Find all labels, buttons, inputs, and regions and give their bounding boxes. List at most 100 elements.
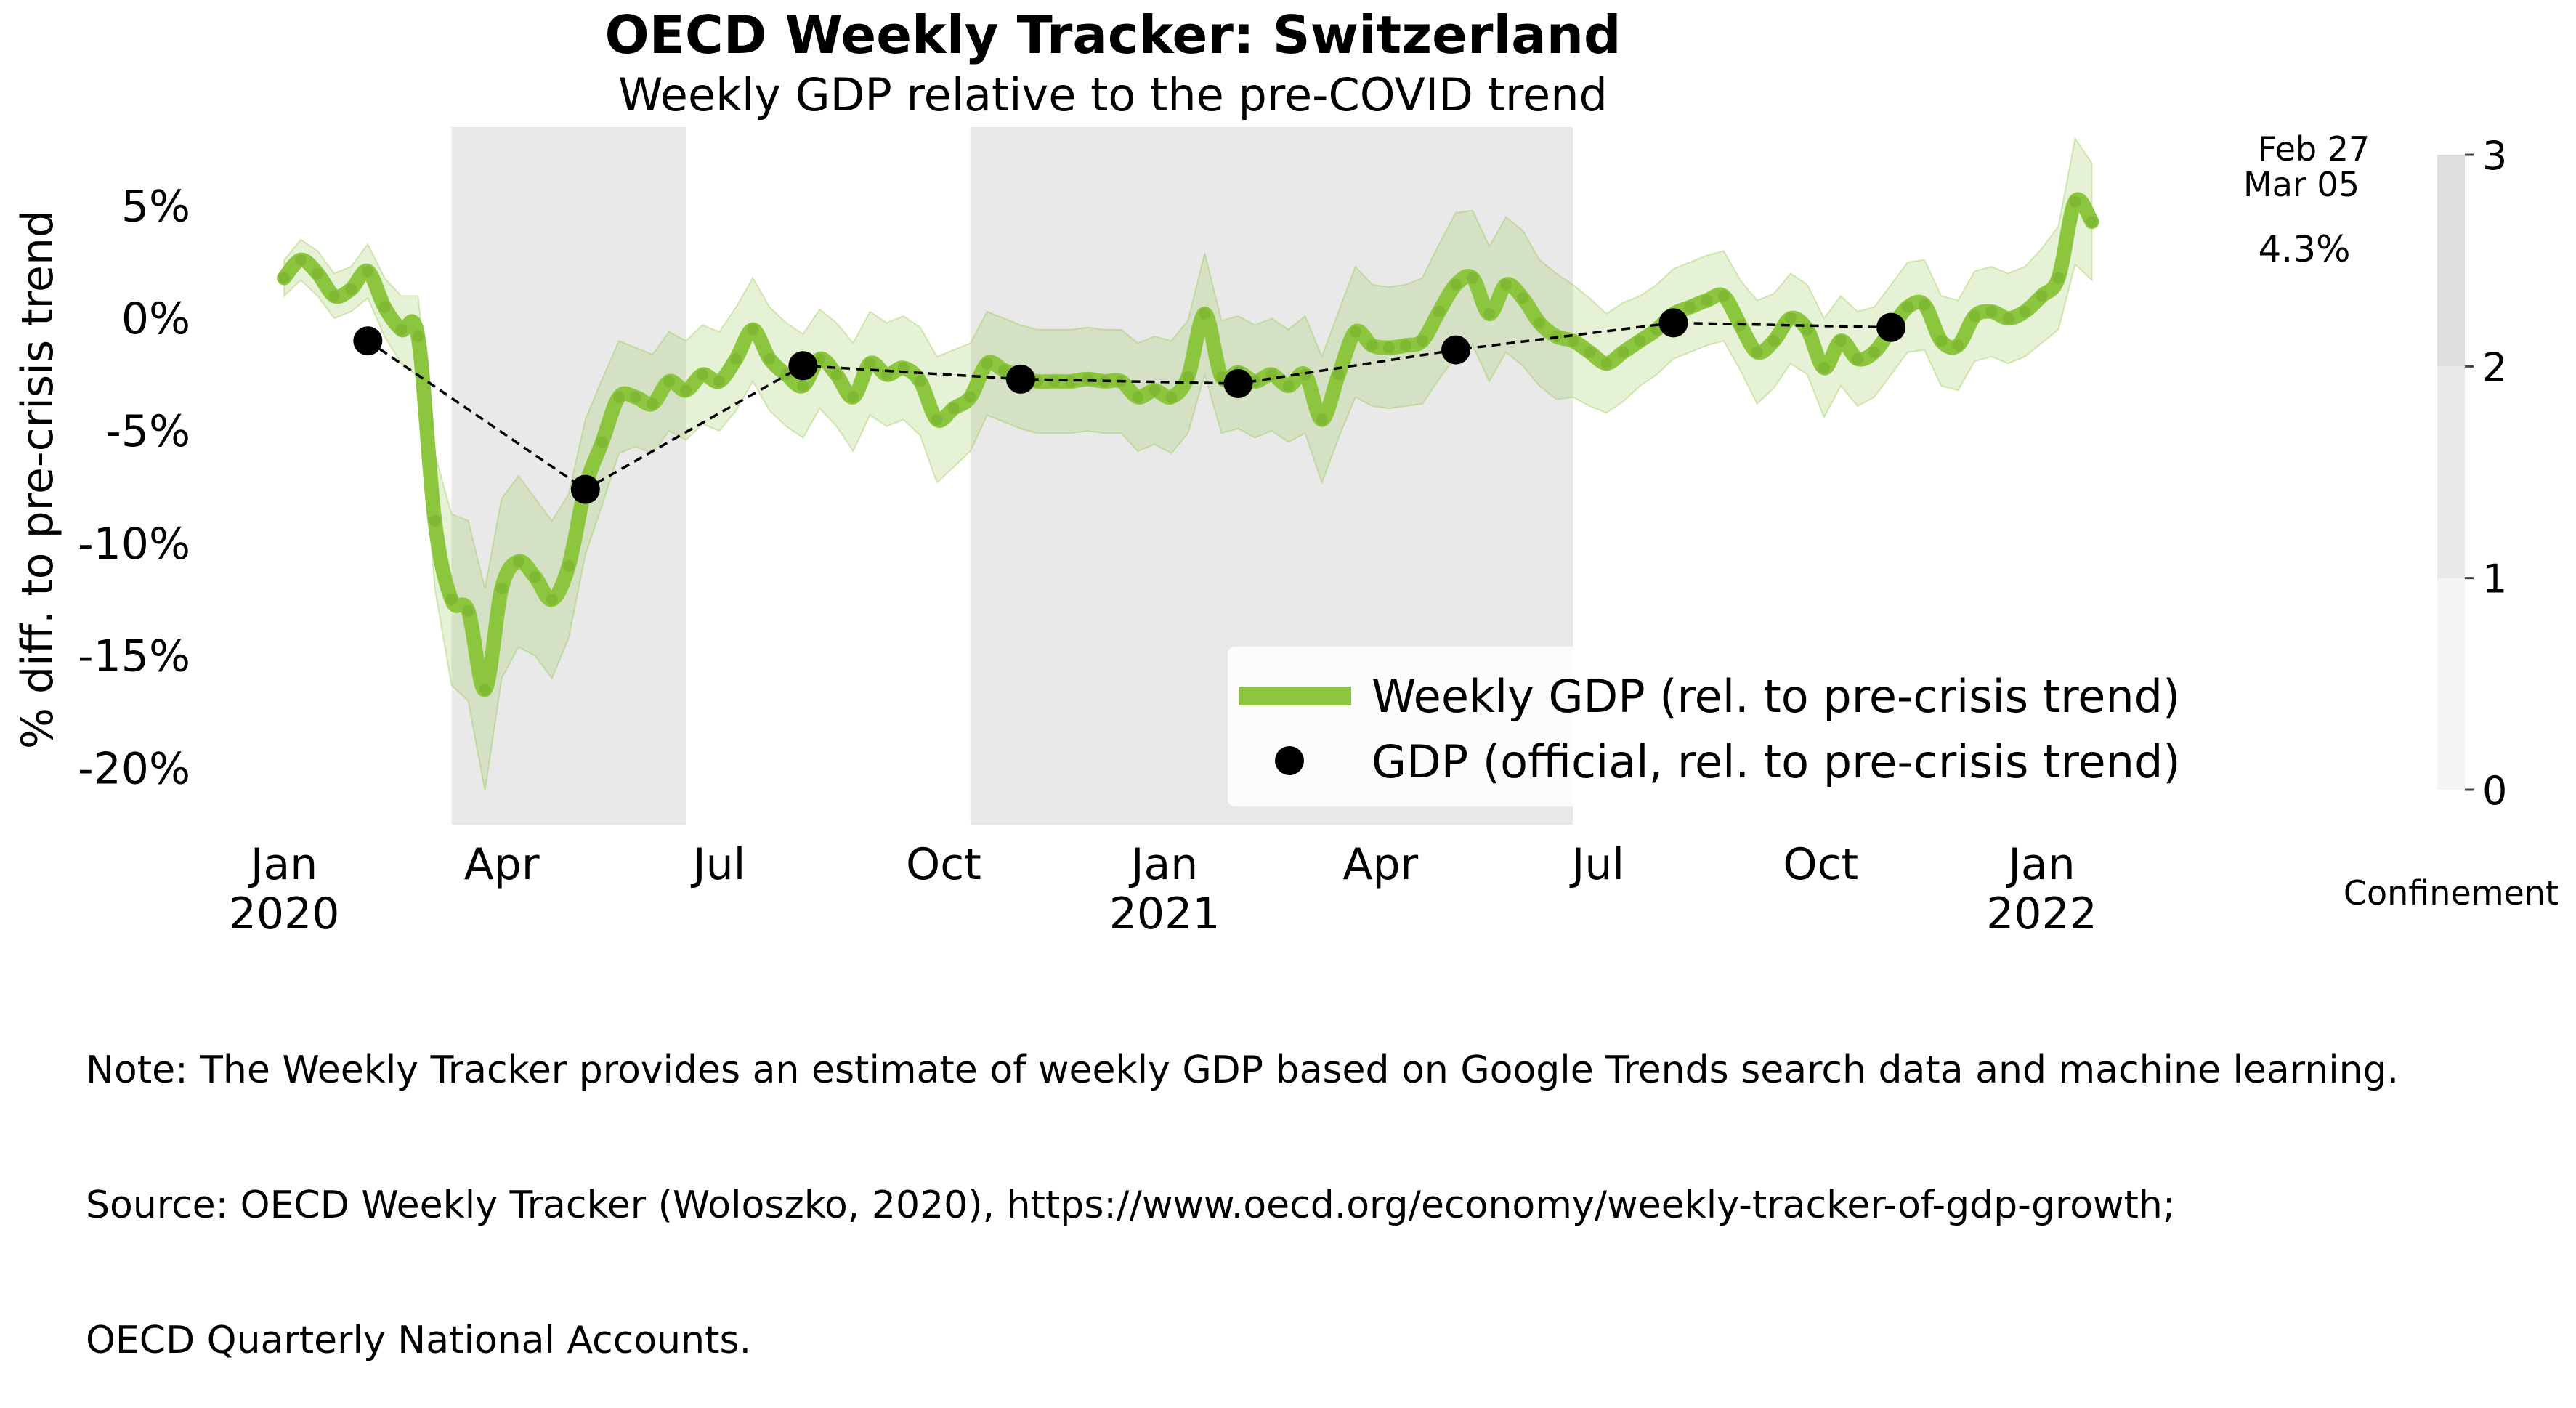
weekly-point-8 xyxy=(412,331,424,342)
weekly-point-14 xyxy=(512,555,524,567)
weekly-point-68 xyxy=(1416,335,1428,347)
weekly-point-52 xyxy=(1149,384,1161,397)
legend: Weekly GDP (rel. to pre-crisis trend) GD… xyxy=(1228,647,2208,806)
x-tick-label-6: Jul xyxy=(1569,839,1624,890)
note-line-3: OECD Quarterly National Accounts. xyxy=(86,1319,752,1362)
official-point-4 xyxy=(1223,369,1253,399)
x-tick-label-3: Oct xyxy=(906,839,981,890)
x-tick-label-0: Jan xyxy=(248,839,318,890)
y-tick-label-2: -5% xyxy=(105,406,190,457)
weekly-point-77 xyxy=(1567,335,1579,347)
shaded-period-0 xyxy=(451,127,686,825)
x-tick-label-8: Jan xyxy=(2005,839,2075,890)
weekly-point-24 xyxy=(680,384,692,397)
y-tick-label-3: -10% xyxy=(78,519,190,570)
confinement-scale-label-3: 3 xyxy=(2482,133,2507,179)
weekly-point-95 xyxy=(1868,346,1880,358)
x-tick-year-8: 2022 xyxy=(1986,889,2097,939)
weekly-point-39 xyxy=(931,413,943,426)
official-point-5 xyxy=(1441,335,1470,365)
weekly-point-97 xyxy=(1902,301,1914,313)
weekly-point-53 xyxy=(1165,391,1178,403)
confinement-scale-label-2: 2 xyxy=(2482,344,2507,390)
weekly-point-75 xyxy=(1534,317,1546,329)
weekly-tracker-chart: OECD Weekly Tracker: Switzerland Weekly … xyxy=(12,4,2559,939)
weekly-point-25 xyxy=(697,368,709,381)
y-tick-label-0: 5% xyxy=(121,181,190,232)
official-point-7 xyxy=(1876,312,1906,342)
weekly-point-1 xyxy=(295,254,307,266)
weekly-point-46 xyxy=(1048,375,1060,387)
weekly-point-38 xyxy=(914,375,926,387)
weekly-point-108 xyxy=(2086,216,2098,228)
y-tick-label-5: -20% xyxy=(78,744,190,795)
y-tick-label-4: -15% xyxy=(78,631,190,682)
weekly-point-31 xyxy=(797,380,809,392)
weekly-point-85 xyxy=(1701,294,1713,307)
y-axis-label: % diff. to pre-crisis trend xyxy=(12,210,63,749)
weekly-point-70 xyxy=(1450,278,1462,291)
weekly-point-98 xyxy=(1919,299,1931,311)
weekly-point-33 xyxy=(830,368,843,381)
weekly-point-40 xyxy=(947,402,960,415)
weekly-point-71 xyxy=(1467,272,1478,284)
weekly-point-2 xyxy=(312,267,324,280)
last-date-label-1: Feb 27 xyxy=(2258,129,2370,169)
weekly-point-22 xyxy=(647,397,658,410)
weekly-point-15 xyxy=(529,571,541,583)
weekly-point-78 xyxy=(1584,346,1596,358)
weekly-point-0 xyxy=(278,272,291,284)
weekly-gdp-series xyxy=(277,192,2099,697)
official-point-0 xyxy=(353,326,383,356)
weekly-point-104 xyxy=(2019,305,2031,317)
weekly-point-17 xyxy=(562,559,575,572)
legend-official-swatch xyxy=(1275,746,1304,775)
confinement-scale-band-2 xyxy=(2437,155,2465,367)
weekly-point-54 xyxy=(1182,371,1194,383)
note-line-1: Note: The Weekly Tracker provides an est… xyxy=(86,1048,2399,1092)
weekly-point-88 xyxy=(1751,346,1763,358)
weekly-point-106 xyxy=(2052,272,2065,284)
weekly-point-72 xyxy=(1483,308,1496,320)
weekly-point-23 xyxy=(663,375,675,387)
confinement-scale-band-1 xyxy=(2437,366,2465,578)
weekly-point-80 xyxy=(1617,346,1629,358)
weekly-point-35 xyxy=(864,357,876,370)
weekly-point-69 xyxy=(1433,305,1445,317)
confidence-band xyxy=(283,136,2093,791)
x-tick-label-7: Oct xyxy=(1783,839,1858,890)
weekly-point-42 xyxy=(981,357,993,370)
weekly-point-26 xyxy=(713,375,726,387)
weekly-point-79 xyxy=(1600,357,1613,370)
weekly-point-62 xyxy=(1316,413,1328,426)
weekly-point-43 xyxy=(997,364,1010,376)
weekly-point-55 xyxy=(1199,308,1211,320)
weekly-point-92 xyxy=(1818,362,1830,374)
weekly-point-13 xyxy=(495,582,508,594)
weekly-point-29 xyxy=(764,353,776,365)
weekly-point-107 xyxy=(2069,195,2081,208)
note-line-2: Source: OECD Weekly Tracker (Woloszko, 2… xyxy=(86,1184,2176,1227)
weekly-point-21 xyxy=(630,391,641,403)
weekly-point-34 xyxy=(847,391,859,403)
weekly-point-73 xyxy=(1500,278,1512,291)
x-tick-label-4: Jan xyxy=(1128,839,1199,890)
weekly-point-27 xyxy=(730,353,742,365)
weekly-point-5 xyxy=(362,265,374,278)
weekly-point-93 xyxy=(1835,335,1847,347)
weekly-point-94 xyxy=(1852,353,1863,365)
confinement-scale-band-0 xyxy=(2437,578,2465,790)
weekly-point-65 xyxy=(1366,339,1378,352)
weekly-point-12 xyxy=(479,684,491,696)
weekly-point-102 xyxy=(1985,305,1998,317)
weekly-point-89 xyxy=(1767,335,1780,347)
weekly-point-90 xyxy=(1784,312,1797,325)
weekly-point-7 xyxy=(395,323,408,336)
weekly-point-41 xyxy=(964,391,976,403)
weekly-point-47 xyxy=(1065,375,1077,387)
official-point-3 xyxy=(1005,364,1035,394)
weekly-point-61 xyxy=(1299,368,1311,381)
weekly-point-16 xyxy=(546,594,558,606)
chart-subtitle: Weekly GDP relative to the pre-COVID tre… xyxy=(618,68,1608,121)
